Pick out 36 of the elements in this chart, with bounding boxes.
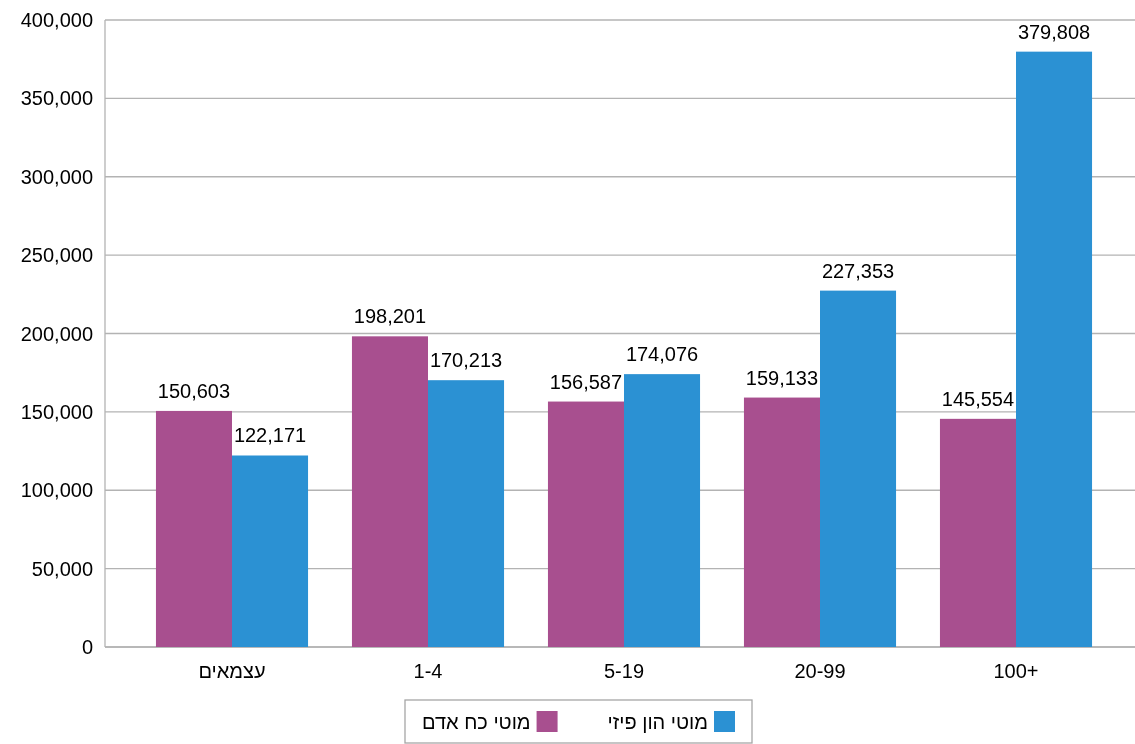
y-tick-label: 350,000 xyxy=(20,87,93,110)
x-tick-label: 5-19 xyxy=(603,660,645,682)
x-tick-label: 100+ xyxy=(993,660,1039,682)
data-label: 170,213 xyxy=(429,349,503,372)
data-label: 198,201 xyxy=(353,305,427,328)
bar xyxy=(232,455,309,647)
y-tick-label: 400,000 xyxy=(20,9,93,31)
data-label: 145,554 xyxy=(941,387,1015,410)
data-label: 227,353 xyxy=(821,259,895,282)
bar xyxy=(1016,51,1093,647)
y-tick-label: 300,000 xyxy=(20,165,93,188)
bar xyxy=(428,380,505,647)
x-tick-label: 20-99 xyxy=(794,660,846,682)
bar xyxy=(624,374,701,647)
legend-label: מוטי כח אדם xyxy=(422,711,531,733)
x-tick-label: 1-4 xyxy=(413,660,443,682)
data-label: 150,603 xyxy=(157,379,231,402)
data-label: 122,171 xyxy=(233,424,307,447)
bar xyxy=(820,290,897,647)
bar xyxy=(155,410,232,647)
legend-label: מוטי הון פיזי xyxy=(607,711,708,733)
bar xyxy=(547,401,624,647)
y-tick-label: 250,000 xyxy=(20,244,93,267)
y-tick-label: 150,000 xyxy=(20,400,93,423)
data-label: 156,587 xyxy=(549,370,623,393)
y-tick-label: 100,000 xyxy=(20,479,93,502)
data-label: 159,133 xyxy=(745,366,819,389)
data-label: 174,076 xyxy=(625,343,699,366)
bar xyxy=(743,397,820,647)
y-tick-label: 200,000 xyxy=(20,322,93,345)
y-tick-label: 50,000 xyxy=(31,557,93,580)
x-tick-label: עצמאים xyxy=(198,660,266,682)
bar xyxy=(939,418,1016,647)
bar xyxy=(351,336,428,647)
data-label: 379,808 xyxy=(1017,20,1091,43)
y-tick-label: 0 xyxy=(81,636,93,658)
